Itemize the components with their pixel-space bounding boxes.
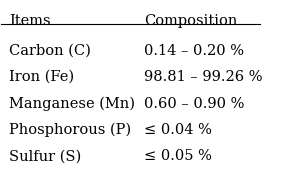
Text: 0.14 – 0.20 %: 0.14 – 0.20 % (144, 44, 244, 58)
Text: 98.81 – 99.26 %: 98.81 – 99.26 % (144, 70, 262, 84)
Text: Composition: Composition (144, 14, 237, 28)
Text: Manganese (Mn): Manganese (Mn) (9, 96, 135, 111)
Text: Items: Items (9, 14, 51, 28)
Text: 0.60 – 0.90 %: 0.60 – 0.90 % (144, 96, 244, 111)
Text: Sulfur (S): Sulfur (S) (9, 149, 81, 163)
Text: Phosphorous (P): Phosphorous (P) (9, 123, 131, 137)
Text: ≤ 0.04 %: ≤ 0.04 % (144, 123, 212, 137)
Text: ≤ 0.05 %: ≤ 0.05 % (144, 149, 212, 163)
Text: Iron (Fe): Iron (Fe) (9, 70, 74, 84)
Text: Carbon (C): Carbon (C) (9, 44, 91, 58)
